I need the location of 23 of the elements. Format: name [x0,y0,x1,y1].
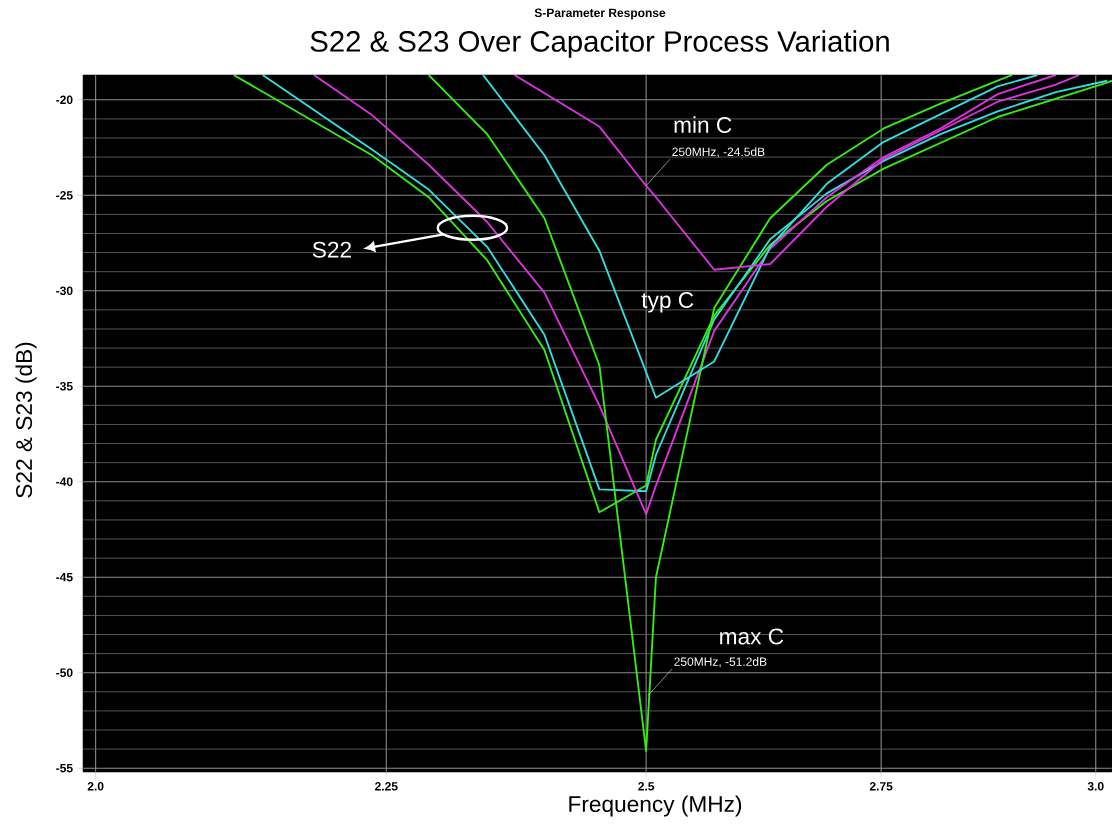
annotation: typ C [641,291,694,313]
y-tick-label: -40 [56,477,73,486]
x-tick-label: 2.5 [638,782,655,791]
y-tick-label: -55 [56,763,73,773]
x-tick-label: 2.25 [375,782,398,791]
annotation: 250MHz, -24.5dB [672,147,765,158]
y-tick-label: -45 [56,573,73,582]
annotation: 250MHz, -51.2dB [674,657,767,668]
x-tick-label: 2.75 [869,782,893,791]
y-tick-label: -25 [56,191,73,200]
y-tick-label: -30 [56,286,73,296]
chart-title: S22 & S23 Over Capacitor Process Variation [310,30,889,58]
chart-subtitle: S-Parameter Response [534,8,666,20]
annotation: S22 [312,241,351,258]
annotation: max C [720,628,784,645]
x-tick-label: 2.0 [87,782,104,791]
x-axis-title: Frequency (MHz) [569,795,742,817]
y-axis-title: S22 & S23 (dB) [15,342,37,498]
x-tick-label: 3.0 [1087,782,1104,791]
annotation: min C [674,116,732,133]
y-tick-label: -20 [56,95,73,105]
y-tick-label: -35 [56,382,73,391]
y-tick-label: -50 [56,668,73,677]
